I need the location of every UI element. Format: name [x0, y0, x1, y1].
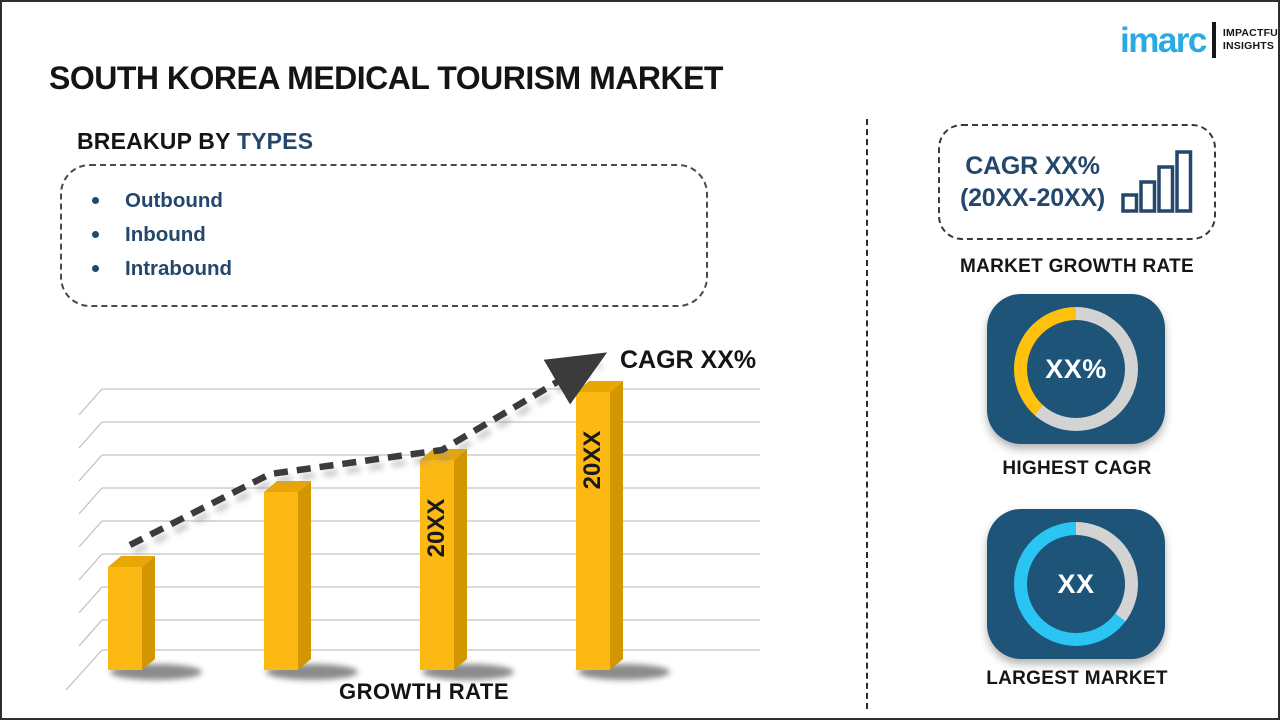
bar-3-year-label: 20XX [423, 499, 450, 558]
highest-cagr-card: XX% [987, 294, 1165, 444]
breakup-item-inbound: Inbound [125, 222, 206, 246]
trend-arrow [128, 352, 608, 548]
donut-hole: XX% [1027, 320, 1125, 418]
bar-chart-icon [1121, 150, 1193, 213]
bar-2 [264, 481, 311, 670]
list-item: Outbound [92, 187, 706, 214]
list-item: Intrabound [92, 255, 706, 282]
highest-cagr-value: XX% [1045, 353, 1107, 384]
market-growth-rate-label: MARKET GROWTH RATE [959, 256, 1195, 277]
bar-4-year-label: 20XX [579, 431, 606, 490]
growth-box-line2: (20XX-20XX) [959, 184, 1106, 212]
cagr-annotation: CAGR XX% [620, 346, 756, 374]
largest-market-donut-chart: XX [1014, 522, 1138, 646]
breakup-item-intrabound: Intrabound [125, 256, 233, 280]
growth-rate-bar-chart: 20XX 20XX CAGR XX% GROWTH RATE [65, 346, 760, 704]
logo-tagline-line1: IMPACTFUL [1222, 27, 1280, 40]
breakup-heading: BREAKUP BY TYPES [77, 128, 313, 155]
section-divider [866, 119, 868, 709]
logo-divider-bar [1211, 22, 1216, 58]
donut-hole: XX [1027, 535, 1125, 633]
bullet-icon [92, 231, 99, 238]
chart-gridlines [65, 388, 760, 691]
highest-cagr-label: HIGHEST CAGR [1002, 458, 1152, 479]
highest-cagr-donut-chart: XX% [1014, 307, 1138, 431]
breakup-heading-prefix: BREAKUP BY [77, 128, 237, 154]
market-growth-rate-box: CAGR XX% (20XX-20XX) [938, 124, 1216, 240]
logo-tagline: IMPACTFUL INSIGHTS [1222, 27, 1280, 52]
page-title: SOUTH KOREA MEDICAL TOURISM MARKET [49, 60, 723, 96]
trend-arrow-shadow [132, 362, 603, 555]
x-axis-label: GROWTH RATE [339, 679, 509, 704]
breakup-types-box: Outbound Inbound Intrabound [60, 164, 708, 307]
logo-tagline-line2: INSIGHTS [1222, 40, 1275, 52]
growth-box-text: CAGR XX% (20XX-20XX) [960, 150, 1105, 215]
bar-3: 20XX [420, 449, 467, 670]
largest-market-value: XX [1057, 568, 1095, 599]
list-item: Inbound [92, 221, 706, 248]
largest-market-label: LARGEST MARKET [986, 668, 1168, 689]
bar-4: 20XX [576, 381, 623, 670]
bullet-icon [92, 265, 99, 272]
bar-1 [108, 556, 155, 670]
breakup-item-outbound: Outbound [125, 188, 223, 212]
growth-box-line1: CAGR XX% [965, 151, 1100, 180]
imarc-logo: imarc IMPACTFUL INSIGHTS [1120, 20, 1280, 60]
breakup-heading-highlight: TYPES [236, 128, 314, 154]
largest-market-card: XX [987, 509, 1165, 659]
imarc-wordmark: imarc [1120, 20, 1207, 60]
bullet-icon [92, 197, 99, 204]
